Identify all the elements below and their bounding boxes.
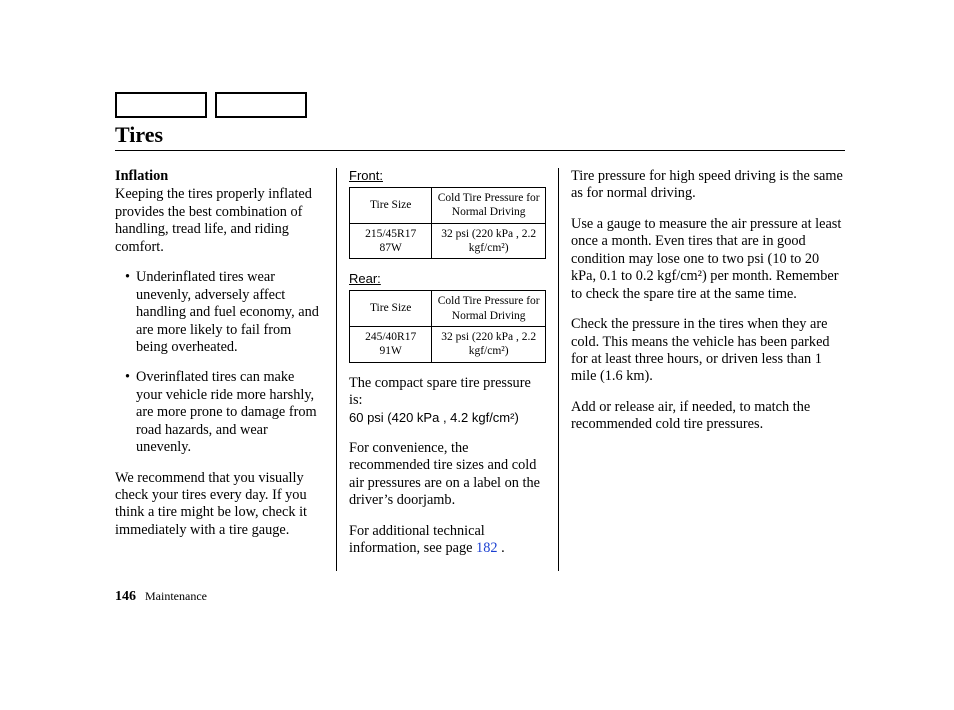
title-rule (115, 150, 845, 151)
inflation-heading: Inflation (115, 168, 324, 185)
th-pressure: Cold Tire Pressure for Normal Driving (432, 291, 546, 327)
gauge-para: Use a gauge to measure the air pressure … (571, 216, 845, 303)
rear-tire-table: Tire Size Cold Tire Pressure for Normal … (349, 290, 546, 363)
table-row: Tire Size Cold Tire Pressure for Normal … (350, 291, 546, 327)
table-row: 215/45R17 87W 32 psi (220 kPa , 2.2 kgf/… (350, 223, 546, 259)
column-1: Inflation Keeping the tires properly inf… (115, 168, 337, 571)
adjust-para: Add or release air, if needed, to match … (571, 399, 845, 434)
front-tire-table: Tire Size Cold Tire Pressure for Normal … (349, 187, 546, 260)
techinfo-trail: . (498, 540, 505, 556)
th-tire-size: Tire Size (350, 187, 432, 223)
page-root: Tires Inflation Keeping the tires proper… (0, 0, 954, 710)
spare-tire-para: The compact spare tire pressure is: 60 p… (349, 375, 546, 427)
table-row: 245/40R17 91W 32 psi (220 kPa , 2.2 kgf/… (350, 326, 546, 362)
techinfo-para: For additional technical information, se… (349, 523, 546, 558)
td-tire-size: 245/40R17 91W (350, 326, 432, 362)
page-link[interactable]: 182 (476, 540, 497, 556)
td-pressure: 32 psi (220 kPa , 2.2 kgf/cm²) (432, 326, 546, 362)
inflation-bullets: • Underinflated tires wear unevenly, adv… (125, 269, 324, 456)
th-pressure: Cold Tire Pressure for Normal Driving (432, 187, 546, 223)
bullet-dot: • (125, 369, 130, 456)
techinfo-lead: For additional technical information, se… (349, 523, 485, 556)
bullet-item: • Underinflated tires wear unevenly, adv… (125, 269, 324, 356)
bullet-text: Overinflated tires can make your vehicle… (136, 369, 324, 456)
spare-value: 60 psi (420 kPa , 4.2 kgf/cm²) (349, 410, 519, 425)
bullet-item: • Overinflated tires can make your vehic… (125, 369, 324, 456)
bullet-text: Underinflated tires wear unevenly, adver… (136, 269, 324, 356)
content-columns: Inflation Keeping the tires properly inf… (115, 168, 845, 571)
page-number: 146 (115, 589, 136, 604)
bullet-dot: • (125, 269, 130, 356)
header-box-2 (215, 92, 307, 118)
spare-lead: The compact spare tire pressure is: (349, 375, 531, 408)
table-row: Tire Size Cold Tire Pressure for Normal … (350, 187, 546, 223)
td-pressure: 32 psi (220 kPa , 2.2 kgf/cm²) (432, 223, 546, 259)
header-boxes (115, 92, 307, 118)
highspeed-para: Tire pressure for high speed driving is … (571, 168, 845, 203)
column-3: Tire pressure for high speed driving is … (559, 168, 845, 571)
column-2: Front: Tire Size Cold Tire Pressure for … (337, 168, 559, 571)
cold-para: Check the pressure in the tires when the… (571, 316, 845, 386)
inflation-closing: We recommend that you visually check you… (115, 470, 324, 540)
footer: 146 Maintenance (115, 589, 207, 605)
section-label: Maintenance (145, 589, 207, 603)
td-tire-size: 215/45R17 87W (350, 223, 432, 259)
page-title: Tires (115, 122, 163, 148)
inflation-intro: Keeping the tires properly inflated prov… (115, 186, 324, 256)
rear-caption: Rear: (349, 271, 546, 287)
front-caption: Front: (349, 168, 546, 184)
doorjamb-label-para: For convenience, the recommended tire si… (349, 440, 546, 510)
th-tire-size: Tire Size (350, 291, 432, 327)
header-box-1 (115, 92, 207, 118)
